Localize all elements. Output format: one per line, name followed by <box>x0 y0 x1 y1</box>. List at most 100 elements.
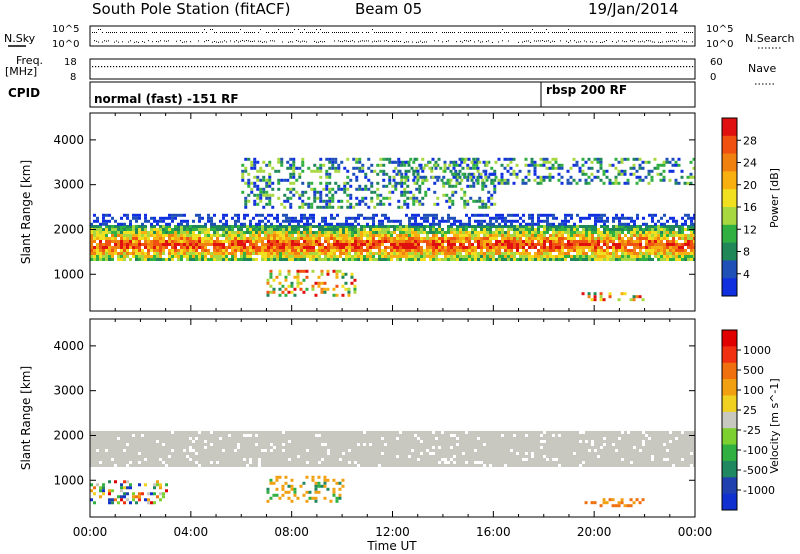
heat-cell <box>219 451 222 455</box>
heat-cell <box>280 160 284 164</box>
heat-cell <box>624 248 627 252</box>
heat-cell <box>597 257 600 261</box>
heat-cell <box>429 448 432 452</box>
heat-cell <box>421 157 425 161</box>
heat-cell <box>396 251 399 255</box>
heat-cell <box>406 178 410 182</box>
heat-cell <box>342 460 345 464</box>
heat-cell <box>372 457 375 461</box>
heat-cell <box>105 439 108 443</box>
heat-cell <box>250 160 254 164</box>
heat-cell <box>657 233 660 237</box>
heat-cell <box>265 193 269 197</box>
heat-cell <box>431 157 435 161</box>
heat-cell <box>400 172 404 176</box>
heat-cell <box>324 448 327 452</box>
heat-cell <box>459 233 462 237</box>
heat-cell <box>270 224 273 228</box>
heat-cell <box>531 257 534 261</box>
heat-cell <box>495 236 498 240</box>
heat-cell <box>117 257 120 261</box>
heat-cell <box>285 213 288 217</box>
heat-cell <box>450 430 453 434</box>
heat-cell <box>282 433 285 437</box>
heat-cell <box>282 436 285 440</box>
heat-cell <box>225 448 228 452</box>
heat-cell <box>225 439 228 443</box>
heat-cell <box>330 460 333 464</box>
heat-cell <box>615 257 618 261</box>
heat-cell <box>105 254 108 258</box>
heat-cell <box>435 216 438 220</box>
heat-cell <box>192 430 195 434</box>
heat-cell <box>459 242 462 246</box>
heat-cell <box>675 245 678 249</box>
heat-cell <box>393 448 396 452</box>
heat-cell <box>321 436 324 440</box>
heat-cell <box>234 439 237 443</box>
heat-cell <box>310 169 314 173</box>
heat-cell <box>330 224 333 228</box>
heat-cell <box>291 445 294 449</box>
heat-cell <box>354 457 357 461</box>
heat-cell <box>465 222 468 226</box>
heat-cell <box>279 251 282 255</box>
heat-cell <box>455 163 459 167</box>
heat-cell <box>525 227 528 231</box>
heat-cell <box>422 166 426 170</box>
heat-cell <box>465 245 468 249</box>
heat-cell <box>436 178 440 182</box>
heat-cell <box>354 454 357 458</box>
heat-cell <box>456 245 459 249</box>
heat-cell <box>300 257 303 261</box>
heat-cell <box>189 248 192 252</box>
heat-cell <box>669 233 672 237</box>
heat-cell <box>351 230 354 234</box>
heat-cell <box>256 160 260 164</box>
heat-cell <box>528 257 531 261</box>
heat-cell <box>126 451 129 455</box>
heat-cell <box>417 213 420 217</box>
heat-cell <box>292 169 296 173</box>
heat-cell <box>324 245 327 249</box>
nsky-label: N.Sky <box>4 32 36 45</box>
heat-cell <box>304 190 308 194</box>
heat-cell <box>474 233 477 237</box>
heat-cell <box>573 254 576 258</box>
heat-cell <box>198 213 201 217</box>
heat-cell <box>216 457 219 461</box>
heat-cell <box>342 251 345 255</box>
heat-cell <box>366 454 369 458</box>
heat-cell <box>528 230 531 234</box>
heat-cell <box>378 451 381 455</box>
heat-cell <box>90 251 93 255</box>
heat-cell <box>252 248 255 252</box>
heat-cell <box>636 213 639 217</box>
heat-cell <box>234 224 237 228</box>
heat-cell <box>575 163 579 167</box>
heat-cell <box>414 222 417 226</box>
heat-cell <box>472 181 476 185</box>
heat-cell <box>384 436 387 440</box>
heat-cell <box>693 236 695 240</box>
heat-cell <box>237 463 240 467</box>
heat-cell <box>156 433 159 437</box>
heat-cell <box>286 166 290 170</box>
heat-cell <box>494 160 498 164</box>
heat-cell <box>507 257 510 261</box>
heat-cell <box>333 239 336 243</box>
heat-cell <box>462 245 465 249</box>
heat-cell <box>453 230 456 234</box>
nsearch-tick-bottom: 10^0 <box>706 39 733 50</box>
heat-cell <box>528 224 531 228</box>
heat-cell <box>339 224 342 228</box>
heat-cell <box>216 439 219 443</box>
heat-cell <box>369 451 372 455</box>
heat-cell <box>192 442 195 446</box>
heat-cell <box>618 242 621 246</box>
heat-cell <box>312 233 315 237</box>
heat-cell <box>261 442 264 446</box>
heat-cell <box>331 160 335 164</box>
heat-cell <box>330 227 333 231</box>
heat-cell <box>663 224 666 228</box>
